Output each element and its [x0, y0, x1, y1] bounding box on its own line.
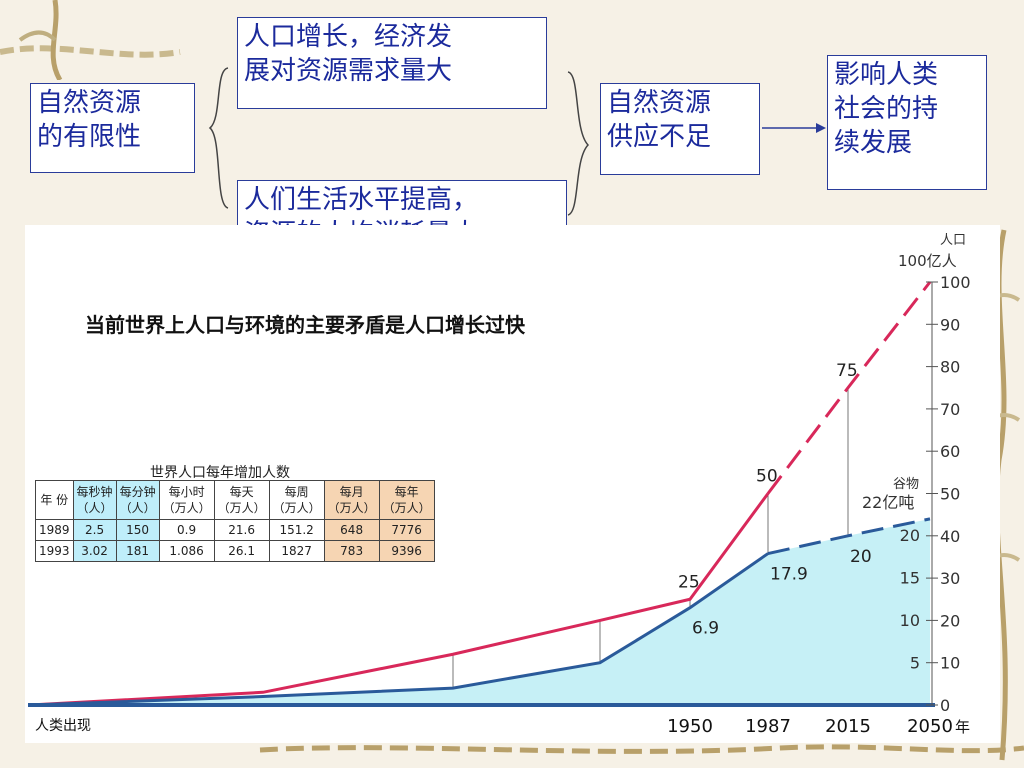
- x-unit-label: 年: [955, 718, 970, 736]
- table-cell: 7776: [378, 519, 435, 541]
- grain-line-projected: [767, 517, 931, 556]
- x-tick-label: 2050: [907, 716, 953, 737]
- table-cell: 648: [323, 519, 380, 541]
- grain-axis-tick-label: 20: [900, 526, 920, 545]
- data-label: 17.9: [770, 565, 808, 585]
- table-header-cell: 每秒钟 （人）: [72, 480, 117, 520]
- grain-axis-label-line2: 22亿吨: [862, 493, 914, 512]
- table-header-cell: 每天 （万人）: [213, 480, 270, 520]
- box-finite-resources-text: 自然资源 的有限性: [37, 88, 142, 152]
- right-axis-label-line2: 100亿人: [898, 252, 957, 270]
- right-axis-tick-label: 90: [940, 315, 960, 334]
- table-header-cell: 年 份: [35, 480, 74, 520]
- data-label: 25: [678, 572, 700, 592]
- table-cell: 0.9: [158, 519, 215, 541]
- table-cell: 1989: [35, 519, 74, 541]
- box-sustainable-impact: 影响人类 社会的持 续发展: [827, 55, 987, 190]
- grain-axis-tick-label: 10: [900, 611, 920, 630]
- population-line-projected: [766, 281, 932, 495]
- box-supply-shortage-text: 自然资源 供应不足: [607, 88, 712, 152]
- box-demand-text: 人口增长，经济发 展对资源需求量大: [244, 22, 453, 86]
- table-cell: 150: [115, 519, 160, 541]
- grain-line: [29, 552, 769, 707]
- grain-area-fill: [30, 518, 930, 705]
- box-demand: 人口增长，经济发 展对资源需求量大: [237, 17, 547, 109]
- table-cell: 1993: [35, 540, 74, 562]
- table-row: 1989 2.5 150 0.9 21.6 151.2 648 7776: [35, 519, 435, 541]
- data-label: 75: [836, 361, 858, 381]
- right-axis-tick-label: 80: [940, 358, 960, 377]
- x-start-label: 人类出现: [35, 718, 91, 734]
- table-header-cell: 每周 （万人）: [268, 480, 325, 520]
- right-axis-tick-label: 20: [940, 611, 960, 630]
- table-cell: 21.6: [213, 519, 270, 541]
- right-axis-tick-label: 10: [940, 654, 960, 673]
- table-cell: 783: [323, 540, 380, 562]
- right-axis-tick-label: 60: [940, 442, 960, 461]
- table-title: 世界人口每年增加人数: [150, 465, 290, 481]
- x-tick-label: 1987: [745, 716, 791, 737]
- table-header-cell: 每月 （万人）: [323, 480, 380, 520]
- data-label: 50: [756, 467, 778, 487]
- box-supply-shortage: 自然资源 供应不足: [600, 83, 760, 175]
- right-axis-tick-label: 100: [940, 273, 971, 292]
- right-axis-tick-label: 30: [940, 569, 960, 588]
- right-axis-tick-label: 50: [940, 485, 960, 504]
- grain-axis-label-line1: 谷物: [893, 477, 919, 492]
- table-cell: 26.1: [213, 540, 270, 562]
- right-axis-tick-label: 70: [940, 400, 960, 419]
- chart-title: 当前世界上人口与环境的主要矛盾是人口增长过快: [85, 313, 526, 337]
- table-header-cell: 每小时 （万人）: [158, 480, 215, 520]
- table-cell: 3.02: [72, 540, 117, 562]
- right-axis-tick-label: 0: [940, 696, 950, 715]
- table-cell: 9396: [378, 540, 435, 562]
- data-label: 6.9: [692, 619, 719, 639]
- grain-axis-tick-label: 15: [900, 569, 920, 588]
- table-cell: 2.5: [72, 519, 117, 541]
- grain-axis-tick-label: 5: [910, 654, 920, 673]
- table-row: 1993 3.02 181 1.086 26.1 1827 783 9396: [35, 540, 435, 562]
- data-label: 20: [850, 547, 872, 567]
- population-line: [29, 492, 770, 707]
- table-cell: 1827: [268, 540, 325, 562]
- increase-table: 年 份每秒钟 （人） 每分钟 （人） 每小时 （万人） 每天 （万人） 每周 （万人）每…: [35, 480, 435, 562]
- table-header-cell: 每年 （万人）: [378, 480, 435, 520]
- table-cell: 1.086: [158, 540, 215, 562]
- x-tick-label: 2015: [825, 716, 871, 737]
- box-finite-resources: 自然资源 的有限性: [30, 83, 195, 173]
- right-axis-tick-label: 40: [940, 527, 960, 546]
- box-sustainable-impact-text: 影响人类 社会的持 续发展: [834, 60, 939, 158]
- x-tick-label: 1950: [667, 716, 713, 737]
- table-cell: 181: [115, 540, 160, 562]
- table-header-cell: 每分钟 （人）: [115, 480, 160, 520]
- right-axis-label-line1: 人口: [940, 233, 966, 248]
- table-cell: 151.2: [268, 519, 325, 541]
